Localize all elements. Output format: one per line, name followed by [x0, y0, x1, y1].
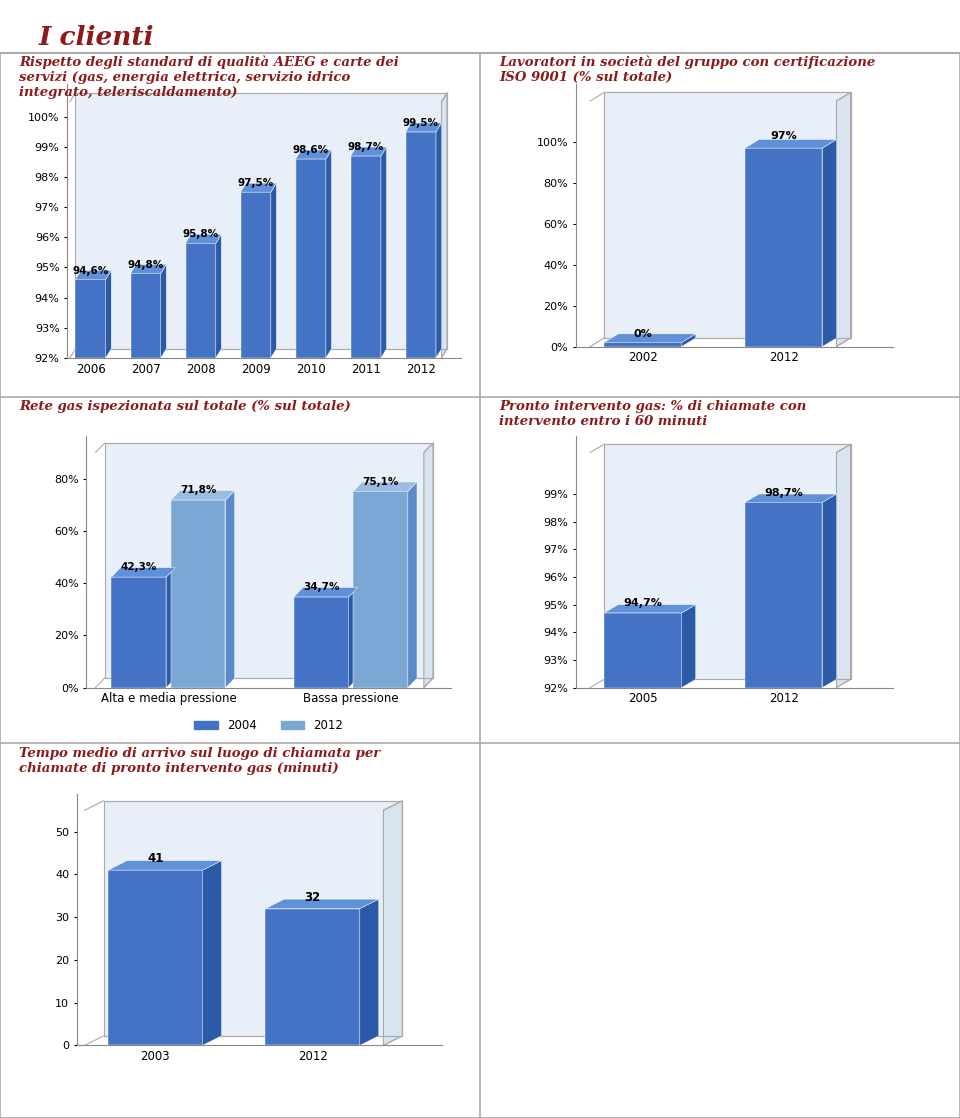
Polygon shape: [216, 235, 222, 358]
Polygon shape: [185, 235, 222, 244]
Polygon shape: [745, 140, 836, 148]
Polygon shape: [296, 159, 326, 358]
Polygon shape: [823, 140, 836, 347]
Text: 0%: 0%: [634, 329, 652, 339]
Polygon shape: [745, 502, 823, 688]
Text: 71,8%: 71,8%: [180, 485, 216, 495]
Polygon shape: [682, 605, 696, 688]
Text: 97,5%: 97,5%: [238, 178, 274, 188]
Text: 97%: 97%: [770, 131, 797, 141]
Polygon shape: [682, 334, 696, 347]
Polygon shape: [294, 597, 348, 688]
Polygon shape: [442, 93, 447, 358]
Polygon shape: [836, 93, 851, 347]
Text: 98,7%: 98,7%: [348, 142, 384, 152]
Polygon shape: [604, 605, 696, 613]
Polygon shape: [745, 494, 836, 502]
Polygon shape: [360, 899, 378, 1045]
Text: 98,7%: 98,7%: [764, 487, 804, 498]
Polygon shape: [406, 123, 442, 132]
Text: 94,8%: 94,8%: [128, 259, 164, 269]
Polygon shape: [105, 443, 433, 679]
Polygon shape: [76, 271, 111, 280]
Polygon shape: [350, 157, 381, 358]
Polygon shape: [326, 150, 331, 358]
Polygon shape: [604, 444, 851, 680]
Text: Tempo medio di arrivo sul luogo di chiamata per
chiamate di pronto intervento ga: Tempo medio di arrivo sul luogo di chiam…: [19, 747, 380, 775]
Text: 75,1%: 75,1%: [362, 476, 398, 486]
Polygon shape: [604, 613, 682, 688]
Legend: 2004, 2012: 2004, 2012: [189, 714, 348, 737]
Text: 34,7%: 34,7%: [303, 582, 340, 593]
Polygon shape: [353, 492, 408, 688]
Polygon shape: [348, 588, 358, 688]
Polygon shape: [836, 444, 851, 688]
Polygon shape: [266, 909, 360, 1045]
Polygon shape: [241, 183, 276, 192]
Text: 94,6%: 94,6%: [72, 266, 108, 276]
Polygon shape: [406, 132, 436, 358]
Polygon shape: [76, 280, 106, 358]
Polygon shape: [185, 244, 216, 358]
Text: I clienti: I clienti: [38, 25, 154, 49]
Polygon shape: [131, 265, 166, 274]
Polygon shape: [104, 800, 402, 1036]
Polygon shape: [241, 192, 271, 358]
Polygon shape: [106, 271, 111, 358]
Polygon shape: [160, 265, 166, 358]
Polygon shape: [171, 500, 226, 688]
Polygon shape: [296, 150, 331, 159]
Polygon shape: [604, 93, 851, 338]
Text: 94,7%: 94,7%: [623, 598, 662, 608]
Polygon shape: [76, 93, 447, 349]
Text: Lavoratori in società del gruppo con certificazione
ISO 9001 (% sul totale): Lavoratori in società del gruppo con cer…: [499, 56, 876, 84]
Polygon shape: [823, 494, 836, 688]
Polygon shape: [353, 482, 417, 492]
Polygon shape: [108, 861, 222, 870]
Polygon shape: [350, 148, 387, 157]
Text: 41: 41: [147, 852, 163, 865]
Polygon shape: [266, 899, 378, 909]
Text: Rispetto degli standard di qualità AEEG e carte dei
servizi (gas, energia elettr: Rispetto degli standard di qualità AEEG …: [19, 56, 399, 100]
Polygon shape: [294, 588, 358, 597]
Polygon shape: [383, 800, 402, 1045]
Polygon shape: [108, 870, 203, 1045]
Polygon shape: [408, 482, 417, 688]
Polygon shape: [271, 183, 276, 358]
Text: 42,3%: 42,3%: [121, 562, 157, 572]
Polygon shape: [166, 568, 176, 688]
Polygon shape: [111, 568, 176, 577]
Polygon shape: [436, 123, 442, 358]
Polygon shape: [171, 491, 234, 500]
Text: 32: 32: [304, 891, 321, 903]
Text: Rete gas ispezionata sul totale (% sul totale): Rete gas ispezionata sul totale (% sul t…: [19, 400, 351, 414]
Polygon shape: [604, 334, 696, 342]
Polygon shape: [226, 491, 234, 688]
Polygon shape: [111, 577, 166, 688]
Text: 99,5%: 99,5%: [403, 119, 439, 129]
Polygon shape: [424, 443, 433, 688]
Polygon shape: [203, 861, 222, 1045]
Text: Pronto intervento gas: % di chiamate con
intervento entro i 60 minuti: Pronto intervento gas: % di chiamate con…: [499, 400, 806, 428]
Text: 95,8%: 95,8%: [182, 229, 219, 239]
Polygon shape: [745, 148, 823, 347]
Polygon shape: [131, 274, 160, 358]
Polygon shape: [381, 148, 387, 358]
Polygon shape: [604, 342, 682, 347]
Text: 98,6%: 98,6%: [293, 145, 329, 155]
